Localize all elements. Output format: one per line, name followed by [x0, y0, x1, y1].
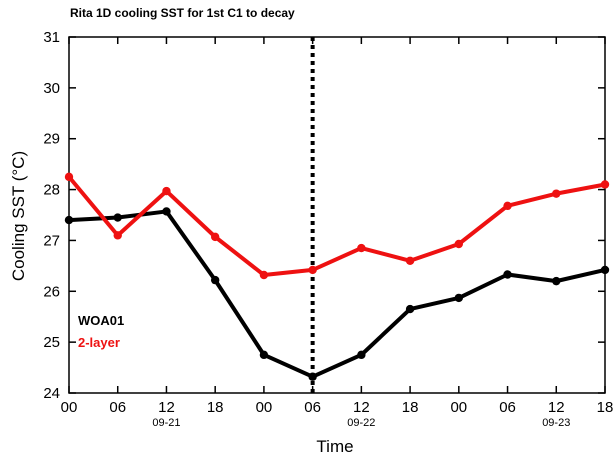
x-tick-label: 12: [158, 399, 175, 416]
tick-marks: [68, 36, 606, 394]
data-point: [64, 215, 74, 225]
y-tick-label: 29: [43, 131, 60, 148]
data-point: [552, 189, 561, 198]
x-tick-label: 06: [499, 399, 516, 416]
x-tick-label: 06: [109, 399, 126, 416]
data-point: [113, 213, 122, 222]
series-line-woa01: [68, 209, 606, 379]
data-series: [64, 172, 610, 381]
data-point: [308, 372, 317, 381]
y-tick-label: 24: [43, 385, 60, 402]
x-tick-label: 18: [402, 399, 419, 416]
data-point: [600, 265, 610, 275]
date-label: 09-23: [542, 417, 570, 429]
data-point: [162, 186, 171, 196]
date-label: 09-21: [152, 417, 180, 429]
data-point: [64, 172, 74, 182]
x-tick-label: 12: [353, 399, 370, 416]
data-point: [210, 232, 220, 242]
data-point: [503, 201, 512, 211]
date-labels: 09-21 09-22 09-23: [152, 417, 570, 429]
x-tick-labels: 00 06 12 18 00 06 12 18 00 06 12 18: [61, 399, 613, 416]
x-axis-label: Time: [316, 437, 353, 456]
series-line-2-layer: [67, 175, 606, 278]
x-tick-label: 12: [548, 399, 565, 416]
data-point: [357, 350, 366, 360]
x-tick-label: 00: [450, 399, 467, 416]
data-point: [113, 231, 122, 240]
data-point: [454, 239, 464, 249]
y-tick-label: 31: [43, 29, 60, 46]
y-tick-label: 30: [43, 80, 60, 97]
data-point: [308, 265, 317, 275]
plot-frame: [68, 36, 606, 394]
data-point: [454, 293, 464, 303]
x-tick-label: 18: [207, 399, 224, 416]
data-point: [600, 180, 610, 189]
y-axis-label: Cooling SST (°C): [9, 151, 28, 281]
x-tick-label: 18: [597, 399, 613, 416]
data-point: [259, 270, 269, 280]
plot-axes: [68, 36, 606, 394]
data-point: [405, 256, 415, 265]
y-tick-label: 27: [43, 232, 60, 249]
x-tick-label: 00: [61, 399, 78, 416]
y-tick-label: 25: [43, 334, 60, 351]
data-point: [259, 350, 269, 360]
date-label: 09-22: [347, 417, 375, 429]
legend-entry: WOA01: [78, 313, 124, 328]
data-point: [357, 243, 366, 253]
data-point: [552, 276, 561, 286]
chart-title: Rita 1D cooling SST for 1st C1 to decay: [70, 6, 295, 20]
x-tick-label: 00: [256, 399, 273, 416]
data-point: [405, 304, 415, 314]
data-point: [210, 275, 220, 285]
x-tick-label: 06: [304, 399, 321, 416]
legend: WOA01 2-layer: [78, 313, 124, 350]
data-point: [503, 270, 512, 279]
y-tick-label: 26: [43, 283, 60, 300]
y-tick-labels: 24 25 26 27 28 29 30 31: [43, 29, 60, 402]
y-tick-label: 28: [43, 182, 60, 199]
legend-entry: 2-layer: [78, 335, 120, 350]
data-point: [162, 207, 171, 216]
